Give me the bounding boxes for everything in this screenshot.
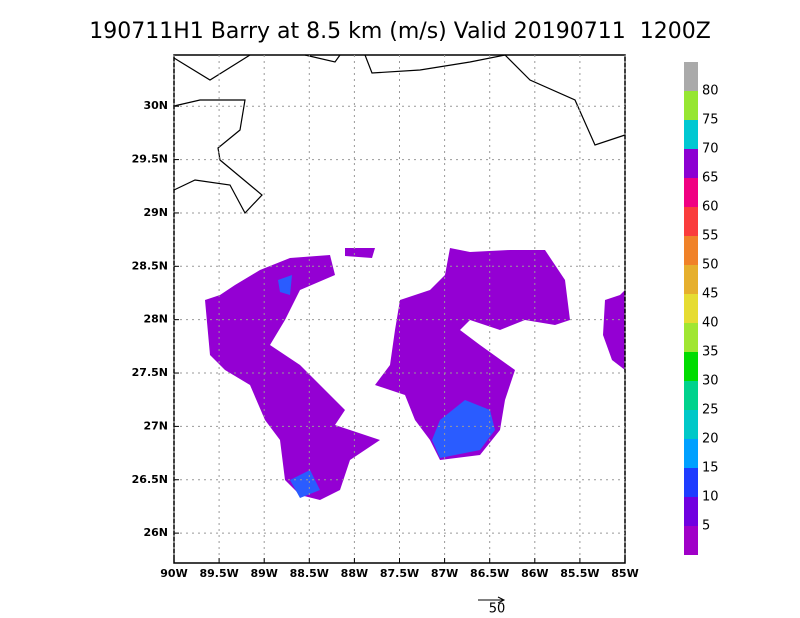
colorbar-segment [684,91,698,120]
colorbar-label: 10 [702,490,719,505]
colorbar-label: 80 [702,84,719,99]
x-tick-label: 87W [431,567,458,580]
x-tick-label: 86.5W [470,567,509,580]
x-tick-label: 88W [341,567,368,580]
colorbar-segment [684,381,698,410]
colorbar-label: 20 [702,432,719,447]
colorbar-segment [684,439,698,468]
reference-arrowhead [497,596,506,604]
reference-label: 50 [489,602,506,617]
y-tick-label: 27N [143,419,168,432]
colorbar-segment [684,149,698,178]
colorbar-segment [684,410,698,439]
y-tick-label: 27.5N [132,366,168,379]
colorbar-label: 70 [702,142,719,157]
y-tick-label: 29.5N [132,153,168,166]
y-tick-label: 29N [143,206,168,219]
colorbar-segment [684,265,698,294]
reference-vector: 50 [478,596,506,617]
y-tick-label: 28.5N [132,259,168,272]
colorbar-segment [684,323,698,352]
colorbar-label: 40 [702,316,719,331]
colorbar-label: 25 [702,403,719,418]
x-tick-label: 86W [521,567,548,580]
colorbar-segment [684,236,698,265]
y-tick-label: 26N [143,526,168,539]
y-tick-label: 28N [143,313,168,326]
colorbar-segment [684,62,698,91]
colorbar-label: 50 [702,258,719,273]
colorbar-label: 35 [702,345,719,360]
x-tick-label: 85W [611,567,638,580]
colorbar-label: 65 [702,171,719,186]
colorbar-segment [684,120,698,149]
colorbar-label: 75 [702,113,719,128]
wind-field-strong [278,275,495,498]
x-tick-label: 88.5W [290,567,329,580]
colorbar-segment [684,497,698,526]
colorbar-segment [684,294,698,323]
colorbar-segment [684,526,698,555]
colorbar-label: 15 [702,461,719,476]
colorbar-label: 55 [702,229,719,244]
x-tick-label: 89.5W [199,567,238,580]
x-tick-label: 85.5W [560,567,599,580]
x-tick-label: 87.5W [380,567,419,580]
colorbar-label: 5 [702,519,710,534]
chart-title: 190711H1 Barry at 8.5 km (m/s) Valid 201… [89,19,711,44]
colorbar-segment [684,352,698,381]
x-tick-label: 89W [250,567,277,580]
colorbar-label: 60 [702,200,719,215]
colorbar-label: 45 [702,287,719,302]
y-tick-label: 26.5N [132,473,168,486]
colorbar-segment [684,178,698,207]
plot-area [173,54,626,500]
colorbar-segment [684,207,698,236]
colorbar-label: 30 [702,374,719,389]
x-tick-label: 90W [160,567,187,580]
wind-field [205,248,625,500]
colorbar-segment [684,468,698,497]
y-tick-label: 30N [143,99,168,112]
